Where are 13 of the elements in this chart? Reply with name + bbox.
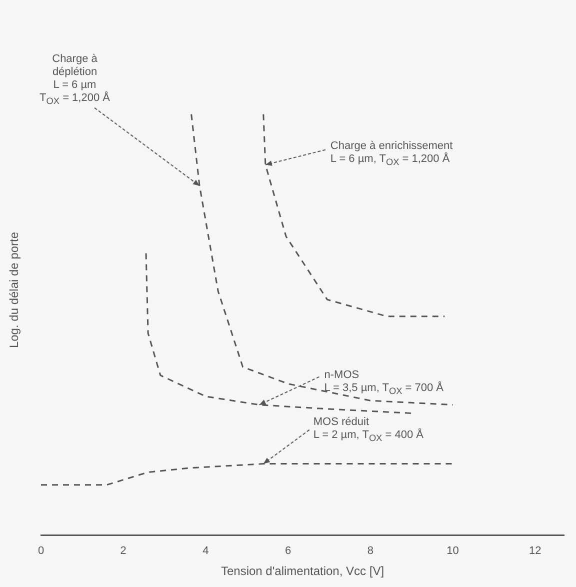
- annotation: MOS réduit L = 2 µm, T$_{OX}$ = 400 Å: [313, 416, 424, 445]
- y-axis-title: Log. du délai de porte: [7, 232, 21, 348]
- x-axis-title: Tension d'alimentation, Vcc [V]: [220, 564, 384, 578]
- x-tick-label: 0: [38, 545, 44, 558]
- x-tick-label: 10: [446, 545, 459, 558]
- annotation: Charge à déplétion L = 6 µm T$_{OX}$ = 1,200 Å: [40, 52, 110, 108]
- x-tick-label: 4: [202, 545, 209, 558]
- annotation: n-MOS L = 3,5 µm, T$_{OX}$ = 700 Å: [324, 368, 444, 398]
- x-tick-label: 8: [367, 545, 374, 558]
- annotation: Charge à enrichissement L = 6 µm, T$_{OX}$ = 1,200 Å: [330, 140, 453, 169]
- x-tick-label: 2: [120, 545, 126, 558]
- x-tick-label: 12: [529, 545, 542, 558]
- x-tick-label: 6: [285, 545, 292, 558]
